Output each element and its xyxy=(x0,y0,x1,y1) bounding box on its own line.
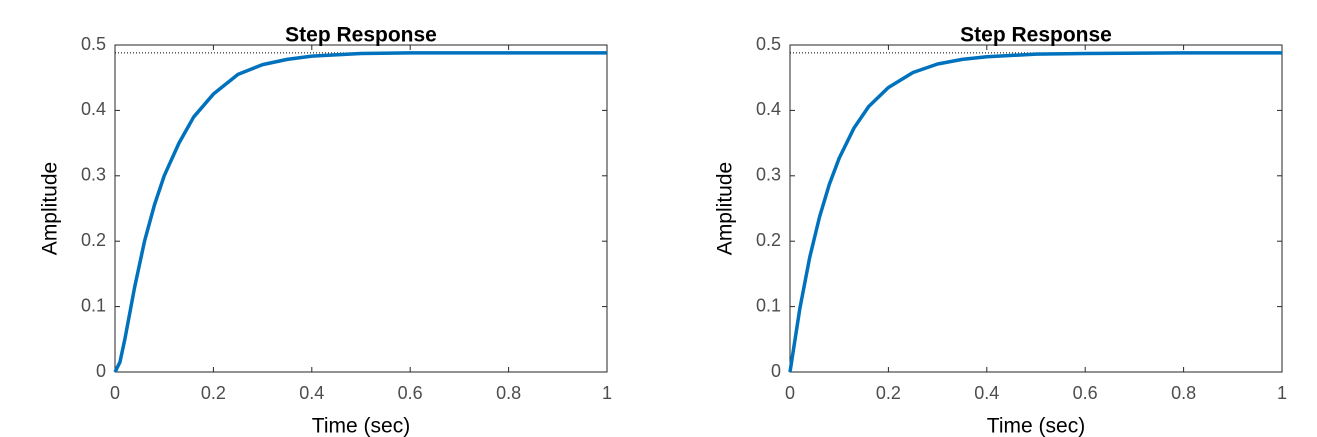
y-tick-label: 0.4 xyxy=(756,99,781,119)
axes-box xyxy=(789,44,1283,373)
x-tick-label: 0.6 xyxy=(1073,383,1098,403)
y-tick-label: 0.4 xyxy=(81,99,106,119)
x-tick-label: 0.6 xyxy=(398,383,423,403)
x-tick-label: 0.4 xyxy=(974,383,999,403)
x-axis-label: Time (sec) xyxy=(312,415,410,437)
y-tick-label: 0.1 xyxy=(81,295,106,315)
chart-title: Step Response xyxy=(960,24,1112,47)
x-tick-label: 1 xyxy=(1277,383,1287,403)
y-tick-label: 0.5 xyxy=(756,34,781,54)
y-axis-label: Amplitude xyxy=(39,162,62,255)
response-line xyxy=(788,51,1282,373)
y-tick-label: 0.2 xyxy=(81,230,106,250)
response-line xyxy=(113,51,607,373)
x-tick-label: 0.2 xyxy=(876,383,901,403)
y-tick-label: 0.2 xyxy=(756,230,781,250)
x-tick-label: 0 xyxy=(785,383,795,403)
chart-title: Step Response xyxy=(285,24,437,47)
x-tick-label: 1 xyxy=(602,383,612,403)
y-tick-label: 0.1 xyxy=(756,295,781,315)
y-tick-label: 0.5 xyxy=(81,34,106,54)
x-tick-label: 0.4 xyxy=(299,383,324,403)
y-tick-label: 0 xyxy=(771,361,781,381)
x-tick-label: 0.8 xyxy=(1171,383,1196,403)
y-tick-label: 0.3 xyxy=(756,165,781,185)
x-tick-label: 0 xyxy=(110,383,120,403)
x-tick-label: 0.8 xyxy=(496,383,521,403)
x-tick-label: 0.2 xyxy=(201,383,226,403)
y-axis-label: Amplitude xyxy=(714,162,737,255)
y-tick-label: 0 xyxy=(96,361,106,381)
x-axis-label: Time (sec) xyxy=(987,415,1085,437)
y-tick-label: 0.3 xyxy=(81,165,106,185)
axes-box xyxy=(114,44,608,373)
